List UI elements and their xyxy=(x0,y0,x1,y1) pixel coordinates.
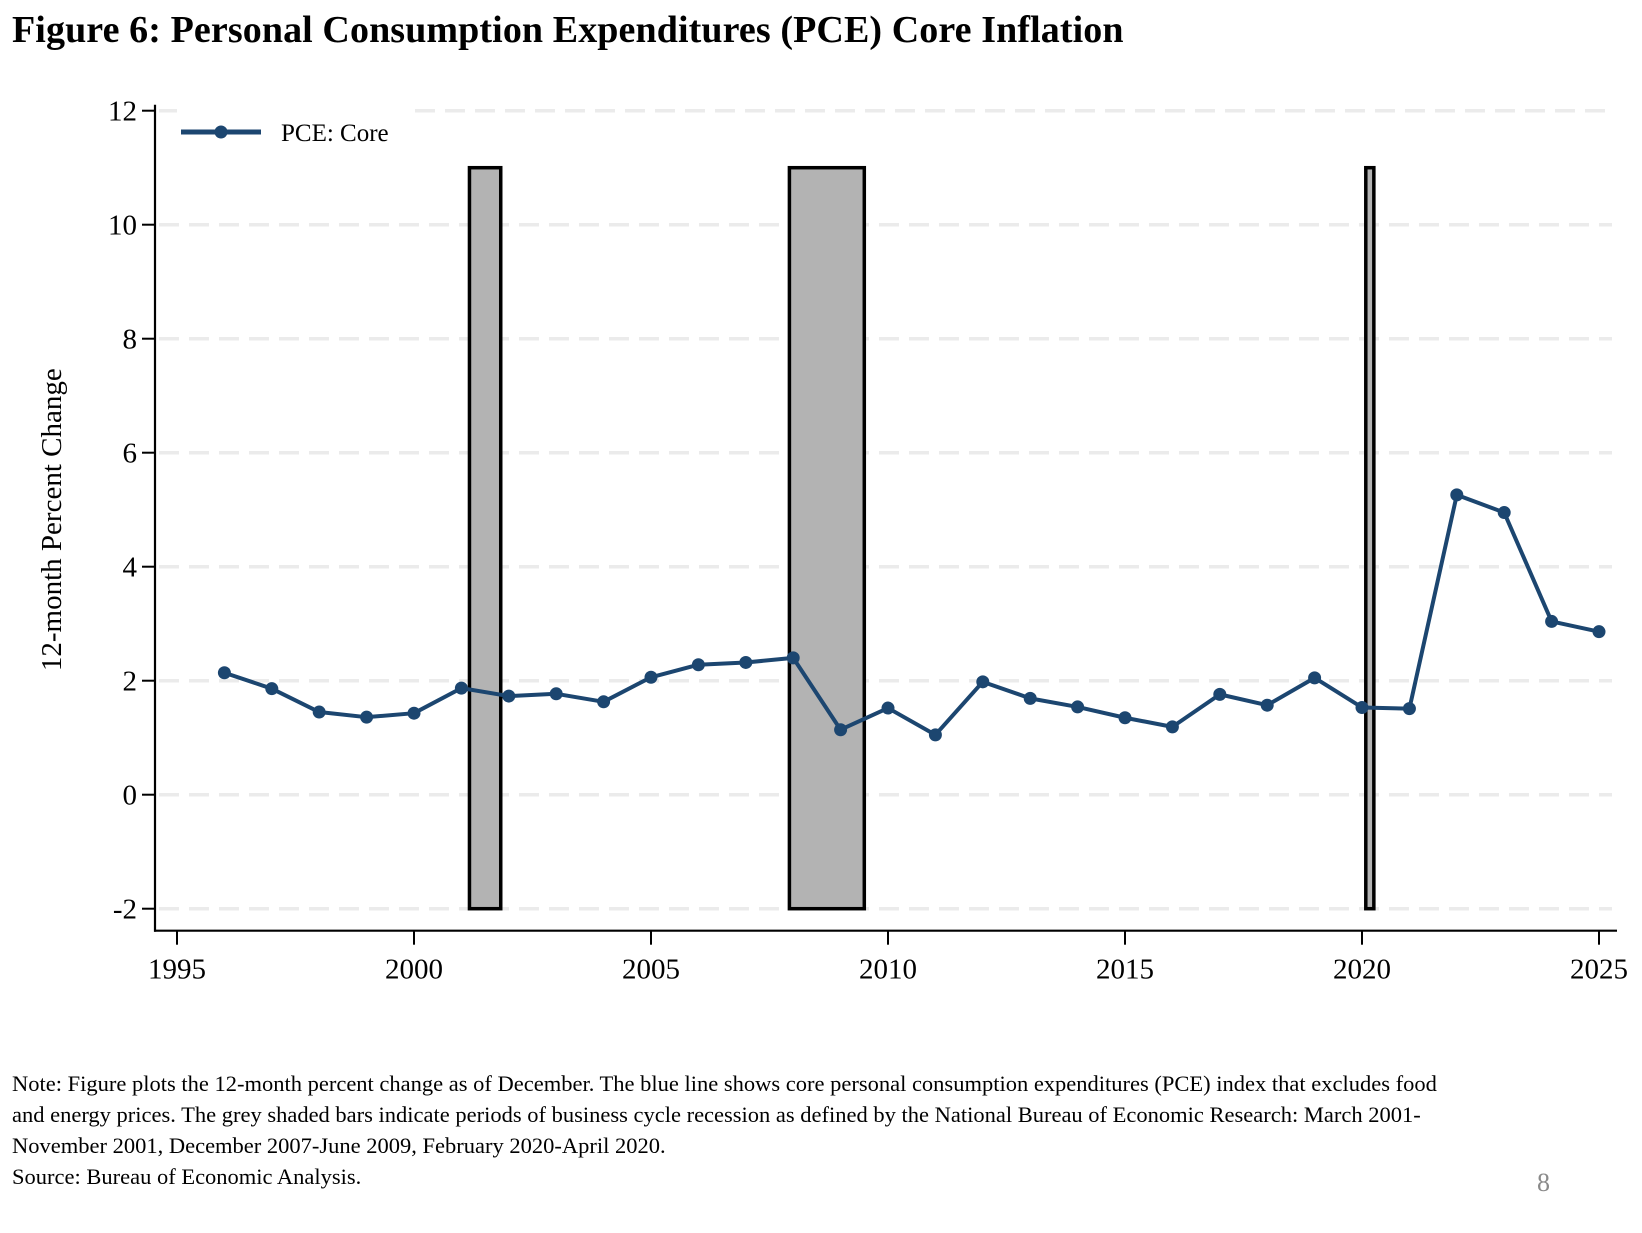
note-line: and energy prices. The grey shaded bars … xyxy=(12,1102,1421,1127)
axes: -2 0 2 4 6 8 10 12 1995 2000 2005 2010 2015 2020 2025 1… xyxy=(36,96,1628,986)
figure-title: Figure 6: Personal Consumption Expenditu… xyxy=(12,9,1124,51)
x-tick-label: 2025 xyxy=(1570,954,1628,986)
recession-bar xyxy=(1364,165,1376,911)
data-point xyxy=(502,689,516,703)
legend-marker-icon xyxy=(214,125,228,139)
series-layer xyxy=(217,488,1606,742)
y-tick-label: 6 xyxy=(123,438,138,470)
data-point xyxy=(1497,506,1511,520)
data-point xyxy=(1545,614,1559,628)
data-point xyxy=(1308,671,1322,685)
y-tick-label: 0 xyxy=(123,780,138,812)
y-axis-label: 12-month Percent Change xyxy=(36,368,68,671)
data-point xyxy=(1023,691,1037,705)
recession-bar xyxy=(787,165,867,911)
data-point xyxy=(1260,698,1274,712)
figure-notes: Note: Figure plots the 12-month percent … xyxy=(12,1068,1637,1192)
x-tick-label: 2020 xyxy=(1333,954,1391,986)
data-point xyxy=(549,687,563,701)
y-tick-label: 10 xyxy=(108,210,137,242)
data-point xyxy=(1118,711,1132,725)
data-point xyxy=(1355,700,1369,714)
y-tick-label: 12 xyxy=(108,96,137,128)
data-point xyxy=(360,710,374,724)
recession-bars xyxy=(467,165,1376,911)
y-tick-label: 2 xyxy=(123,666,138,698)
note-line: November 2001, December 2007-June 2009, … xyxy=(12,1133,666,1158)
series-line-pce-core xyxy=(223,492,1600,737)
x-tick-label: 2010 xyxy=(859,954,917,986)
x-tick-label: 2000 xyxy=(385,954,443,986)
data-point xyxy=(312,705,326,719)
x-tick-label: 2015 xyxy=(1096,954,1154,986)
data-point xyxy=(1402,702,1416,716)
data-point xyxy=(407,706,421,720)
data-point xyxy=(265,682,279,696)
x-tick-label: 2005 xyxy=(622,954,680,986)
source-line: Source: Bureau of Economic Analysis. xyxy=(12,1164,362,1189)
gridlines xyxy=(159,108,1612,911)
data-point xyxy=(1450,488,1464,502)
recession-bar xyxy=(467,165,503,911)
data-point xyxy=(786,651,800,665)
data-point xyxy=(217,666,231,680)
data-point xyxy=(1071,700,1085,714)
y-tick-label: 4 xyxy=(123,552,138,584)
y-tick-label: 8 xyxy=(123,324,138,356)
x-tick-label: 1995 xyxy=(148,954,206,986)
data-point xyxy=(928,728,942,742)
data-point xyxy=(454,681,468,695)
data-point xyxy=(1165,720,1179,734)
data-point xyxy=(881,701,895,715)
legend: PCE: Core xyxy=(181,120,389,147)
data-point xyxy=(739,655,753,669)
note-line: Note: Figure plots the 12-month percent … xyxy=(12,1071,1437,1096)
line-chart: -2 0 2 4 6 8 10 12 1995 2000 2005 2010 2015 2020 2025 1… xyxy=(36,96,1628,986)
data-point xyxy=(597,695,611,709)
data-point xyxy=(644,670,658,684)
data-point xyxy=(1213,687,1227,701)
legend-label: PCE: Core xyxy=(281,120,389,147)
y-tick-label: -2 xyxy=(113,894,137,926)
data-point xyxy=(1592,625,1606,639)
page-number: 8 xyxy=(1537,1168,1550,1197)
data-point xyxy=(691,658,705,672)
data-point xyxy=(976,675,990,689)
data-point xyxy=(834,723,848,737)
